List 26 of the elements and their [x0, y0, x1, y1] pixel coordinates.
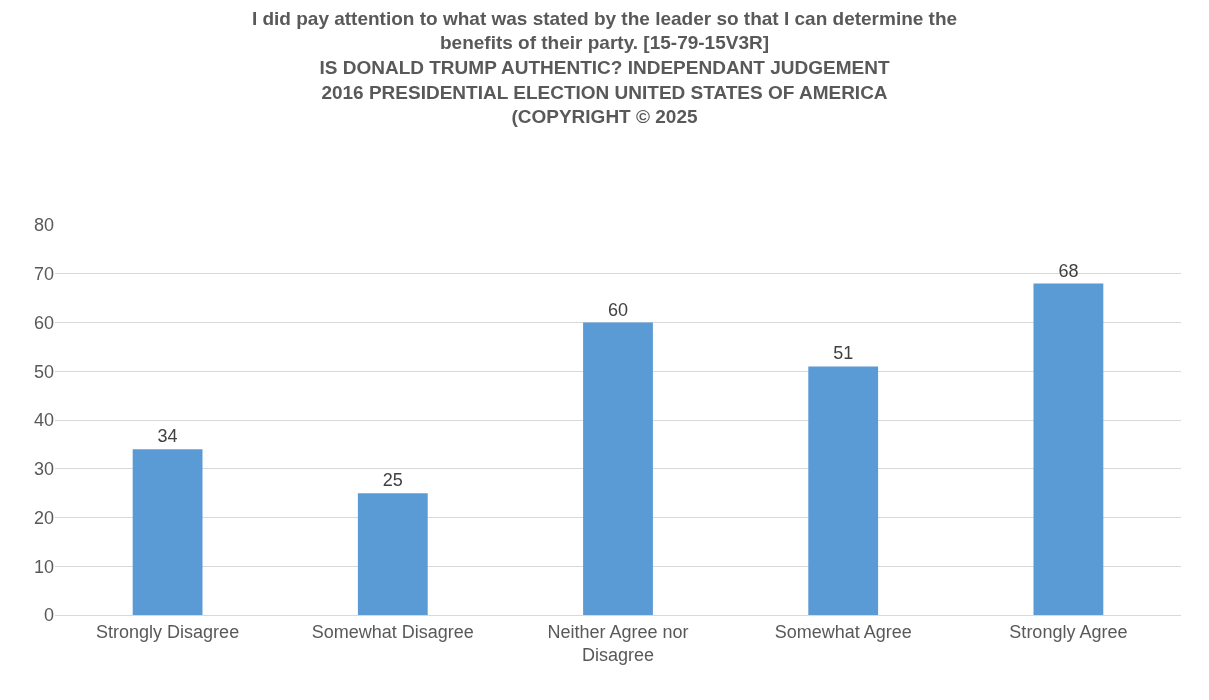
- chart-title: I did pay attention to what was stated by the leader so that I can determine the benefits of their party. [15-79-15V3R]: [251, 7, 958, 54]
- data-label: 51: [833, 343, 854, 364]
- data-label: 34: [157, 426, 178, 447]
- y-tick-label: 20: [33, 507, 54, 528]
- y-tick-label: 60: [33, 312, 54, 333]
- data-label: 68: [1058, 260, 1079, 281]
- y-tick-label: 80: [33, 215, 54, 236]
- data-label: 60: [607, 299, 629, 320]
- bar: [132, 449, 203, 615]
- bar: [583, 322, 653, 615]
- x-tick-label: Somewhat Disagree: [311, 621, 474, 642]
- y-tick-label: 0: [43, 605, 54, 626]
- x-tick-label: Neither Agree nor Disagree: [547, 621, 689, 665]
- bar: [357, 493, 428, 615]
- y-tick-label: 70: [33, 264, 54, 285]
- y-tick-label: 50: [33, 361, 54, 382]
- x-tick-label: Somewhat Agree: [774, 621, 912, 642]
- x-tick-label: Strongly Disagree: [96, 621, 240, 642]
- bar: [1033, 283, 1104, 615]
- bar: [808, 366, 879, 615]
- y-tick-label: 40: [33, 410, 54, 431]
- x-tick-label: Strongly Agree: [1009, 621, 1128, 642]
- y-tick-label: 10: [33, 556, 54, 577]
- chart-subtitle: IS DONALD TRUMP AUTHENTIC? INDEPENDANT JUDGEMENT 2016 PRESIDENTIAL ELECTION UNITED STATES OF AMERICA (COPYRIGHT © 2025: [319, 56, 890, 128]
- y-tick-label: 30: [33, 459, 54, 480]
- data-label: 25: [382, 470, 403, 491]
